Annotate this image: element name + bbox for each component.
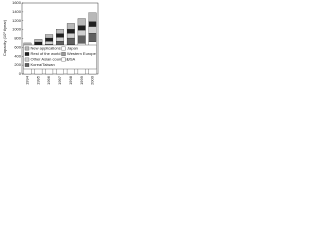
x-tick-label: 1999 bbox=[79, 75, 84, 85]
legend-label: Western Europe bbox=[67, 51, 97, 56]
x-tick-label: 2000 bbox=[90, 75, 95, 85]
bar-segment bbox=[77, 18, 86, 26]
y-tick-label: 800 bbox=[14, 36, 21, 41]
bar-segment bbox=[77, 35, 86, 44]
bar-segment bbox=[66, 23, 75, 30]
legend-box bbox=[23, 44, 97, 70]
bar-segment bbox=[45, 37, 54, 42]
y-tick-label: 1200 bbox=[12, 18, 22, 23]
legend-swatch bbox=[24, 52, 30, 56]
x-tick-label: 1995 bbox=[35, 75, 40, 85]
legend-label: Other Asian countries bbox=[31, 57, 69, 62]
legend-swatch bbox=[61, 46, 66, 51]
y-tick-label: 0 bbox=[19, 71, 22, 76]
chart: Capacity (10³ t/year) 0 200 400 600 800 1000 1… bbox=[2, 0, 99, 85]
x-tick-label: 1998 bbox=[68, 75, 73, 85]
y-tick-label: 1600 bbox=[12, 0, 22, 5]
bar-segment bbox=[66, 29, 75, 34]
legend-swatch bbox=[24, 46, 30, 51]
bar-segment bbox=[77, 25, 86, 31]
bar-segment bbox=[88, 12, 97, 22]
x-tick-label: 1994 bbox=[24, 75, 29, 85]
bar-segment bbox=[56, 37, 64, 42]
bar-segment bbox=[88, 21, 97, 27]
bar-segment bbox=[56, 29, 64, 34]
bar-segment bbox=[77, 29, 86, 36]
bar-segment bbox=[88, 33, 97, 42]
y-tick-label: 1000 bbox=[12, 27, 22, 32]
page: {"chart_data": {"type": "bar", "stacked"… bbox=[0, 0, 320, 97]
legend-swatch bbox=[24, 63, 30, 67]
bar-segment bbox=[45, 34, 54, 39]
y-tick-label: 600 bbox=[14, 44, 21, 49]
legend-label: Japan bbox=[67, 46, 78, 51]
bar-segment bbox=[34, 41, 43, 45]
bar-segment bbox=[66, 33, 75, 39]
y-tick-label: 200 bbox=[14, 62, 21, 67]
x-tick-label: 1996 bbox=[46, 75, 51, 85]
bar-segment bbox=[34, 39, 43, 43]
legend-label: Korea/Taiwan bbox=[31, 62, 55, 67]
bar-segment bbox=[45, 41, 54, 45]
legend-label: New applications bbox=[31, 46, 61, 51]
legend-label: USA bbox=[67, 57, 76, 62]
y-tick-label: 1400 bbox=[12, 9, 22, 14]
bar-segment bbox=[66, 37, 75, 45]
legend-label: Rest of the world bbox=[31, 51, 61, 56]
legend-swatch bbox=[24, 57, 30, 62]
y-tick-label: 400 bbox=[14, 53, 21, 58]
legend-swatch bbox=[61, 52, 66, 56]
y-axis-label: Capacity (10³ t/year) bbox=[2, 19, 7, 56]
x-tick-label: 1997 bbox=[57, 75, 62, 85]
bar-segment bbox=[56, 33, 64, 38]
legend-swatch bbox=[61, 57, 66, 62]
bar-segment bbox=[88, 26, 97, 34]
